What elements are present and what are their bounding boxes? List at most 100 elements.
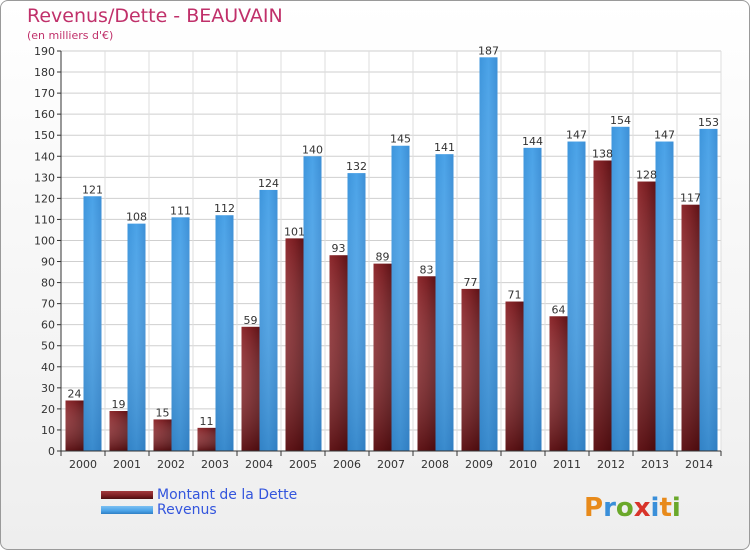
x-tick-label: 2003 — [201, 458, 229, 471]
x-tick-label: 2002 — [157, 458, 185, 471]
y-tick-label: 160 — [34, 108, 55, 121]
axes: 0 10 20 30 40 50 60 70 80 90 100 110 120 130 140 150 160… — [34, 45, 722, 471]
y-tick-label: 20 — [41, 403, 55, 416]
bar-revenus-shade — [127, 223, 146, 451]
y-tick-label: 120 — [34, 192, 55, 205]
bar-revenus-shade — [611, 126, 630, 451]
x-tick-label: 2009 — [465, 458, 493, 471]
bar-dette-shade — [417, 276, 436, 451]
legend-label-revenus: Revenus — [157, 502, 217, 518]
data-label-dette: 93 — [332, 242, 346, 255]
bar-revenus-shade — [479, 57, 498, 451]
bar-dette-shade — [65, 400, 84, 451]
y-tick-label: 60 — [41, 319, 55, 332]
legend-item-revenus: Revenus — [101, 502, 217, 518]
y-tick-label: 80 — [41, 277, 55, 290]
data-label-dette: 15 — [156, 406, 170, 419]
bar-dette-shade — [593, 160, 612, 451]
bar-revenus-shade — [215, 215, 234, 451]
data-label-dette: 24 — [68, 387, 82, 400]
data-label-revenus: 111 — [170, 204, 191, 217]
bar-revenus-shade — [523, 147, 542, 451]
data-label-dette: 77 — [464, 276, 478, 289]
legend-item-dette: Montant de la Dette — [101, 487, 297, 503]
bar-revenus-shade — [435, 154, 454, 451]
data-label-revenus: 121 — [82, 183, 103, 196]
bar-dette-shade — [549, 316, 568, 451]
data-label-dette: 117 — [680, 192, 701, 205]
data-label-dette: 83 — [420, 263, 434, 276]
data-label-dette: 11 — [200, 415, 214, 428]
proxiti-logo: Proxiti — [584, 493, 681, 523]
chart-subtitle: (en milliers d'€) — [27, 29, 114, 42]
data-label-revenus: 187 — [478, 44, 499, 57]
bar-revenus-shade — [391, 145, 410, 451]
data-label-revenus: 132 — [346, 160, 367, 173]
bar-revenus-shade — [567, 141, 586, 452]
data-label-dette: 19 — [112, 398, 126, 411]
y-tick-label: 10 — [41, 424, 55, 437]
legend-swatch-dette — [101, 491, 153, 499]
bars — [65, 57, 718, 452]
y-tick-label: 170 — [34, 87, 55, 100]
data-label-revenus: 147 — [654, 129, 675, 142]
y-tick-label: 100 — [34, 234, 55, 247]
x-tick-label: 2001 — [113, 458, 141, 471]
y-tick-label: 140 — [34, 150, 55, 163]
bar-dette-shade — [329, 255, 348, 451]
y-tick-label: 110 — [34, 213, 55, 226]
bar-dette-shade — [373, 263, 392, 451]
x-tick-label: 2014 — [685, 458, 713, 471]
bar-dette-shade — [637, 181, 656, 452]
bar-dette-shade — [461, 288, 480, 451]
bar-dette-shade — [285, 238, 304, 451]
data-label-revenus: 108 — [126, 211, 147, 224]
data-label-revenus: 145 — [390, 133, 411, 146]
y-tick-label: 90 — [41, 256, 55, 269]
y-tick-label: 70 — [41, 298, 55, 311]
data-label-dette: 128 — [636, 169, 657, 182]
data-label-revenus: 124 — [258, 177, 279, 190]
data-label-revenus: 140 — [302, 143, 323, 156]
y-tick-label: 0 — [48, 445, 55, 458]
y-tick-label: 150 — [34, 129, 55, 142]
data-label-dette: 101 — [284, 225, 305, 238]
y-tick-label: 190 — [34, 45, 55, 58]
bar-revenus-shade — [655, 141, 674, 452]
data-label-dette: 59 — [244, 314, 258, 327]
data-label-dette: 64 — [552, 303, 566, 316]
bar-dette-shade — [681, 204, 700, 451]
data-label-revenus: 147 — [566, 129, 587, 142]
x-tick-label: 2005 — [289, 458, 317, 471]
data-label-revenus: 144 — [522, 135, 543, 148]
bar-dette-shade — [241, 326, 260, 451]
x-tick-label: 2010 — [509, 458, 537, 471]
x-tick-label: 2006 — [333, 458, 361, 471]
bar-revenus-shade — [303, 156, 322, 451]
bar-dette-shade — [197, 427, 216, 451]
y-tick-label: 40 — [41, 361, 55, 374]
bar-revenus-shade — [699, 128, 718, 451]
x-tick-label: 2013 — [641, 458, 669, 471]
data-labels: 2412119108151111111259124101140931328914… — [68, 44, 720, 428]
svg-text:Proxiti: Proxiti — [584, 493, 681, 523]
y-tick-label: 50 — [41, 340, 55, 353]
bar-revenus-shade — [83, 196, 102, 451]
chart-title: Revenus/Dette - BEAUVAIN — [27, 5, 283, 27]
bar-revenus-shade — [259, 189, 278, 451]
y-tick-label: 180 — [34, 66, 55, 79]
data-label-revenus: 153 — [698, 116, 719, 129]
x-tick-label: 2007 — [377, 458, 405, 471]
bar-dette-shade — [153, 419, 172, 451]
data-label-revenus: 141 — [434, 141, 455, 154]
y-tick-label: 30 — [41, 382, 55, 395]
data-label-revenus: 112 — [214, 202, 235, 215]
data-label-dette: 89 — [376, 251, 390, 264]
x-tick-label: 2011 — [553, 458, 581, 471]
legend-swatch-revenus — [101, 506, 153, 514]
data-label-dette: 71 — [508, 289, 522, 302]
y-tick-label: 130 — [34, 171, 55, 184]
bar-dette-shade — [109, 411, 128, 451]
